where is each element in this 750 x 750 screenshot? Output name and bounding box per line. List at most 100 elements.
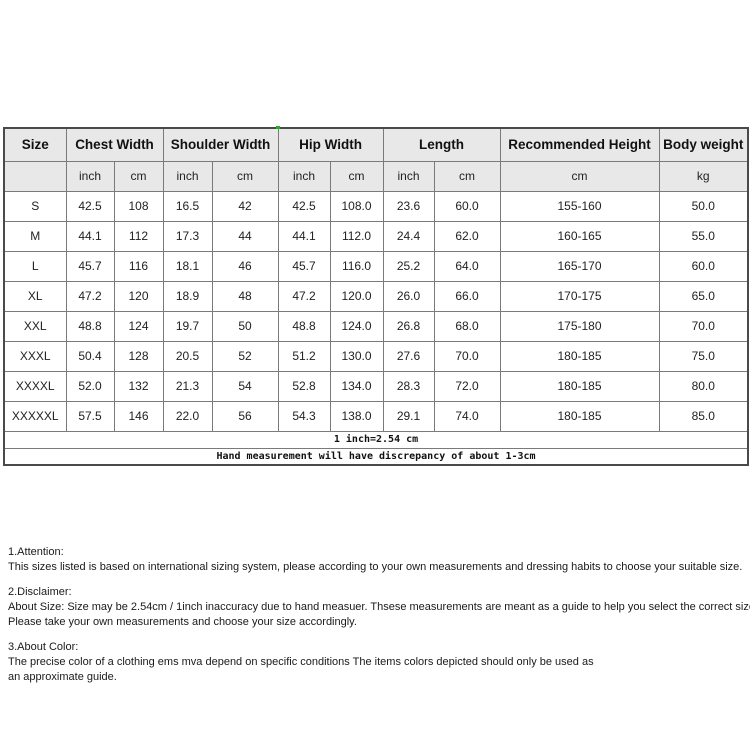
measurement-cell: 56	[211, 400, 279, 432]
col-header-hip-width: Hip Width	[277, 127, 384, 162]
measurement-cell: 22.0	[162, 400, 213, 432]
measurement-cell: 65.0	[658, 280, 749, 312]
measurement-cell: 64.0	[433, 250, 501, 282]
measurement-cell: 16.5	[162, 190, 213, 222]
measurement-cell: 52.8	[277, 370, 331, 402]
measurement-cell: 180-185	[499, 400, 660, 432]
note-line: This sizes listed is based on internatio…	[8, 561, 743, 573]
measurement-cell: 128	[113, 340, 164, 372]
measurement-cell: 26.0	[382, 280, 435, 312]
measurement-cell: 45.7	[277, 250, 331, 282]
measurement-cell: 130.0	[329, 340, 384, 372]
measurement-cell: 28.3	[382, 370, 435, 402]
measurement-cell: 146	[113, 400, 164, 432]
measurement-cell: 57.5	[65, 400, 115, 432]
col-header-size: Size	[3, 127, 67, 162]
measurement-cell: 18.9	[162, 280, 213, 312]
size-label-cell: M	[3, 220, 67, 252]
measurement-cell: 62.0	[433, 220, 501, 252]
measurement-cell: 124.0	[329, 310, 384, 342]
size-label-cell: XL	[3, 280, 67, 312]
measurement-cell: 17.3	[162, 220, 213, 252]
measurement-cell: 138.0	[329, 400, 384, 432]
measurement-cell: 74.0	[433, 400, 501, 432]
measurement-cell: 75.0	[658, 340, 749, 372]
size-label-cell: XXL	[3, 310, 67, 342]
unit-cell-weight-kg: kg	[658, 160, 749, 192]
measurement-cell: 60.0	[433, 190, 501, 222]
measurement-cell: 180-185	[499, 370, 660, 402]
measurement-cell: 120	[113, 280, 164, 312]
note-disclaimer: 2.Disclaimer: About Size: Size may be 2.…	[8, 585, 750, 630]
measurement-cell: 70.0	[433, 340, 501, 372]
measurement-cell: 116.0	[329, 250, 384, 282]
size-label-cell: XXXL	[3, 340, 67, 372]
table-row: M 44.1 112 17.3 44 44.1 112.0 24.4 62.0 160-165 55…	[3, 220, 749, 252]
footnote-row: 1 inch=2.54 cm	[3, 430, 749, 449]
size-label-cell: XXXXL	[3, 370, 67, 402]
note-title: 2.Disclaimer:	[8, 586, 72, 598]
col-header-body-weight: Body weight	[658, 127, 749, 162]
measurement-cell: 175-180	[499, 310, 660, 342]
size-label-cell: XXXXXL	[3, 400, 67, 432]
measurement-cell: 48	[211, 280, 279, 312]
green-artifact-dot	[276, 126, 280, 129]
footnote-row: Hand measurement will have discrepancy o…	[3, 447, 749, 466]
unit-cell-height-cm: cm	[499, 160, 660, 192]
measurement-cell: 52	[211, 340, 279, 372]
measurement-cell: 47.2	[65, 280, 115, 312]
size-chart-table: Size Chest Width Shoulder Width Hip Widt…	[3, 127, 750, 466]
measurement-cell: 132	[113, 370, 164, 402]
measurement-cell: 46	[211, 250, 279, 282]
measurement-cell: 60.0	[658, 250, 749, 282]
unit-cell-shoulder-cm: cm	[211, 160, 279, 192]
unit-subheader-row: inch cm inch cm inch cm inch cm cm kg	[3, 160, 749, 192]
measurement-cell: 47.2	[277, 280, 331, 312]
measurement-cell: 21.3	[162, 370, 213, 402]
measurement-cell: 108.0	[329, 190, 384, 222]
measurement-cell: 29.1	[382, 400, 435, 432]
measurement-cell: 42.5	[277, 190, 331, 222]
col-header-shoulder-width: Shoulder Width	[162, 127, 279, 162]
measurement-cell: 24.4	[382, 220, 435, 252]
measurement-cell: 112	[113, 220, 164, 252]
unit-cell-hip-cm: cm	[329, 160, 384, 192]
unit-cell-shoulder-inch: inch	[162, 160, 213, 192]
table-row: XXXXL 52.0 132 21.3 54 52.8 134.0 28.3 72.0 180-1…	[3, 370, 749, 402]
col-header-recommended-height: Recommended Height	[499, 127, 660, 162]
measurement-cell: 120.0	[329, 280, 384, 312]
unit-cell-hip-inch: inch	[277, 160, 331, 192]
unit-cell-chest-cm: cm	[113, 160, 164, 192]
measurement-cell: 124	[113, 310, 164, 342]
note-title: 3.About Color:	[8, 641, 79, 653]
measurement-cell: 70.0	[658, 310, 749, 342]
measurement-cell: 50	[211, 310, 279, 342]
measurement-cell: 20.5	[162, 340, 213, 372]
unit-cell-empty	[3, 160, 67, 192]
table-row: S 42.5 108 16.5 42 42.5 108.0 23.6 60.0 155-160 50…	[3, 190, 749, 222]
measurement-cell: 66.0	[433, 280, 501, 312]
table-row: XXL 48.8 124 19.7 50 48.8 124.0 26.8 68.0 175-180…	[3, 310, 749, 342]
table-row: L 45.7 116 18.1 46 45.7 116.0 25.2 64.0 165-170 60…	[3, 250, 749, 282]
measurement-cell: 85.0	[658, 400, 749, 432]
table-row: XL 47.2 120 18.9 48 47.2 120.0 26.0 66.0 170-175 6…	[3, 280, 749, 312]
note-line: The precise color of a clothing ems mva …	[8, 656, 594, 668]
measurement-cell: 25.2	[382, 250, 435, 282]
measurement-cell: 54	[211, 370, 279, 402]
measurement-cell: 42.5	[65, 190, 115, 222]
col-header-chest-width: Chest Width	[65, 127, 164, 162]
unit-cell-chest-inch: inch	[65, 160, 115, 192]
measurement-cell: 48.8	[65, 310, 115, 342]
measurement-cell: 42	[211, 190, 279, 222]
footnote-hand-measurement: Hand measurement will have discrepancy o…	[3, 447, 749, 466]
measurement-cell: 180-185	[499, 340, 660, 372]
measurement-cell: 80.0	[658, 370, 749, 402]
measurement-cell: 165-170	[499, 250, 660, 282]
measurement-cell: 50.0	[658, 190, 749, 222]
measurement-cell: 44	[211, 220, 279, 252]
footnote-inch-conversion: 1 inch=2.54 cm	[3, 430, 749, 449]
measurement-cell: 170-175	[499, 280, 660, 312]
measurement-cell: 45.7	[65, 250, 115, 282]
size-label-cell: L	[3, 250, 67, 282]
